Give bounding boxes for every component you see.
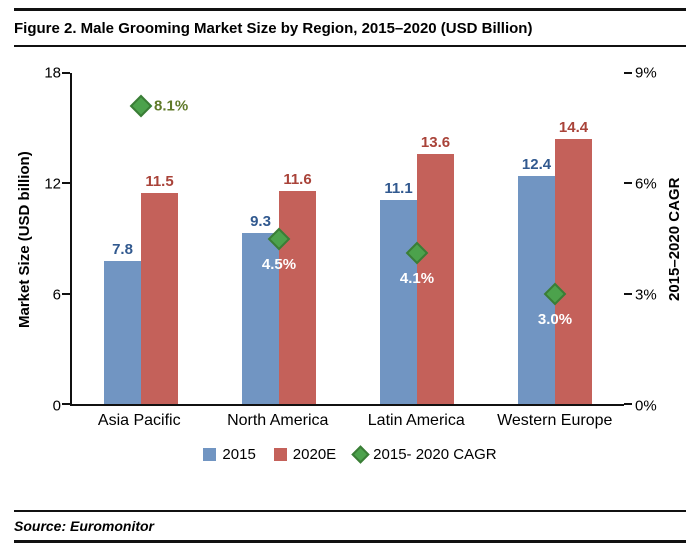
cagr-value-label: 8.1% xyxy=(154,97,189,115)
plot-area: 7.8 11.5 8.1% 9.3 11.6 4.5% 11.1 13.6 4.1% 12.4 14… xyxy=(62,72,632,406)
right-tick-mark xyxy=(624,72,632,74)
bar-2020e-value-label: 14.4 xyxy=(558,119,589,137)
right-tick-mark xyxy=(624,292,632,295)
legend-label: 2015- 2020 CAGR xyxy=(373,446,497,463)
left-tick-mark xyxy=(62,72,70,74)
bar-2020e-value-label: 11.5 xyxy=(145,172,174,190)
figure-title: Figure 2. Male Grooming Market Size by R… xyxy=(14,20,533,37)
left-axis-tick-label: 18 xyxy=(44,64,61,82)
left-axis-title: Market Size (USD billion) xyxy=(16,151,33,328)
bar-2015: 9.3 xyxy=(242,213,279,404)
bar-group: 12.4 14.4 3.0% xyxy=(486,73,624,404)
category-label: North America xyxy=(227,412,329,429)
cagr-value-label: 4.5% xyxy=(261,255,297,273)
legend-item: 2020E xyxy=(273,446,337,463)
bar-pair: 7.8 11.5 xyxy=(104,73,178,404)
chart: Market Size (USD billion) 0 6 12 18 7.8 11.5… xyxy=(14,66,686,414)
bar-pair: 9.3 11.6 xyxy=(242,73,316,404)
cagr-value-label: 4.1% xyxy=(399,270,435,288)
legend-item: 2015- 2020 CAGR xyxy=(351,445,497,464)
left-axis-ticks: 0 6 12 18 xyxy=(36,66,70,414)
legend-square-marker xyxy=(273,448,287,461)
top-rule xyxy=(14,8,686,11)
bar-2015: 7.8 xyxy=(104,241,141,404)
bar-group: 11.1 13.6 4.1% xyxy=(348,73,486,404)
left-axis-tick-label: 6 xyxy=(52,286,61,304)
legend: 2015 2020E 2015- 2020 CAGR xyxy=(14,445,686,464)
source-rule xyxy=(14,510,686,512)
bar-2020e-value-label: 13.6 xyxy=(420,133,451,151)
cagr-value-label: 3.0% xyxy=(537,310,573,328)
left-tick-mark xyxy=(62,182,70,185)
source-note: Source: Euromonitor xyxy=(14,518,155,534)
right-axis-tick-label: 3% xyxy=(635,286,657,304)
bar-2020e: 14.4 xyxy=(555,119,592,404)
bar-pair: 12.4 14.4 xyxy=(518,73,592,404)
category-label: Western Europe xyxy=(497,412,613,429)
right-axis-tick-label: 6% xyxy=(635,175,657,193)
right-axis-tick-label: 0% xyxy=(635,397,657,415)
legend-diamond-marker xyxy=(351,445,370,464)
right-tick-mark xyxy=(624,403,632,405)
bar-2020e: 13.6 xyxy=(417,134,454,404)
bar-2020e-value-label: 11.6 xyxy=(283,170,312,188)
right-axis-tick-label: 9% xyxy=(635,64,657,82)
bar-2020e: 11.6 xyxy=(279,171,316,404)
left-tick-mark xyxy=(62,292,70,295)
bar-group: 9.3 11.6 4.5% xyxy=(210,73,348,404)
bar-2015-value-label: 12.4 xyxy=(521,155,552,173)
bar-pair: 11.1 13.6 xyxy=(380,73,454,404)
category-label: Latin America xyxy=(367,412,465,429)
legend-label: 2020E xyxy=(292,446,337,463)
bottom-rule xyxy=(14,540,686,543)
spacer xyxy=(14,463,686,510)
legend-label: 2015 xyxy=(222,446,256,463)
bar-2015-value-label: 7.8 xyxy=(112,240,133,258)
bar-group: 7.8 11.5 8.1% xyxy=(72,73,210,404)
right-tick-mark xyxy=(624,182,632,185)
left-tick-mark xyxy=(62,403,70,405)
category-axis-labels: Asia Pacific North America Latin America We… xyxy=(70,412,624,430)
category-label: Asia Pacific xyxy=(97,412,181,429)
bar-2015-value-label: 11.1 xyxy=(384,179,413,197)
bar-2015: 11.1 xyxy=(380,180,417,404)
legend-item: 2015 xyxy=(203,446,256,463)
left-axis-tick-label: 12 xyxy=(44,175,61,193)
right-axis-title: 2015–2020 CAGR xyxy=(666,177,683,302)
left-axis-tick-label: 0 xyxy=(52,397,61,415)
bar-2015-value-label: 9.3 xyxy=(250,212,271,230)
bar-2020e: 11.5 xyxy=(141,173,178,404)
legend-square-marker xyxy=(203,448,217,461)
right-axis-ticks: 0% 3% 6% 9% xyxy=(624,66,664,414)
title-rule xyxy=(14,45,686,47)
